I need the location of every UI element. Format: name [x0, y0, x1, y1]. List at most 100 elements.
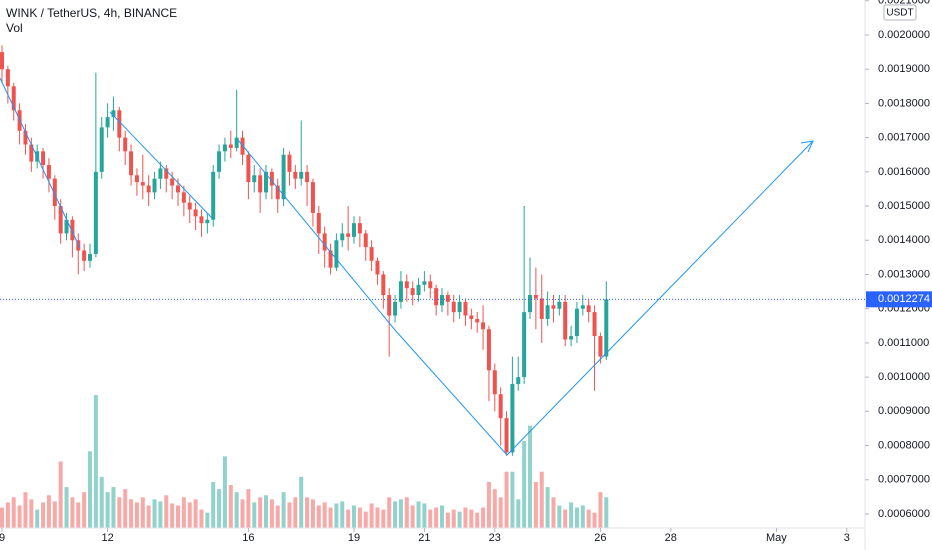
candle-body — [475, 318, 480, 323]
volume-bar — [574, 507, 579, 528]
volume-bar — [64, 487, 69, 528]
trend-drawings — [0, 77, 814, 456]
volume-bar — [457, 511, 462, 528]
volume-bar — [492, 489, 497, 528]
volume-bar — [481, 507, 486, 528]
volume-bar — [598, 492, 603, 528]
candle-body — [334, 240, 339, 268]
y-tick-label: 0.0006000 — [878, 508, 930, 520]
volume-bar — [310, 499, 315, 528]
candle-body — [152, 178, 157, 193]
volume-bar — [46, 495, 51, 528]
y-tick-label: 0.0015000 — [878, 200, 930, 212]
volume-bar — [99, 476, 104, 528]
currency-box[interactable] — [883, 4, 917, 21]
volume-bar — [604, 497, 609, 528]
candle-body — [281, 154, 286, 200]
candle-body — [586, 305, 591, 313]
candle-body — [340, 233, 345, 241]
candle-body — [117, 110, 122, 138]
candle-body — [492, 370, 497, 395]
volume-bar — [440, 505, 445, 528]
volume-bar — [346, 509, 351, 528]
volume-bar — [82, 492, 87, 528]
candle-body — [246, 154, 251, 183]
candle-body — [469, 315, 474, 319]
volume-bar — [498, 497, 503, 528]
volume-bar — [252, 502, 257, 528]
candle-body — [181, 192, 186, 203]
volume-bar — [352, 505, 357, 528]
candle-body — [29, 144, 34, 162]
volume-bar — [87, 451, 92, 528]
x-tick-label: 26 — [594, 532, 606, 544]
x-tick-label: 16 — [242, 532, 254, 544]
y-tick-label: 0.0013000 — [878, 268, 930, 280]
volume-bar — [246, 489, 251, 528]
candle-body — [252, 175, 257, 183]
volume-bar — [398, 499, 403, 528]
volume-bar — [328, 507, 333, 528]
candle-body — [217, 151, 222, 172]
candle-body — [428, 281, 433, 289]
candle-body — [305, 171, 310, 183]
candle-body — [99, 127, 104, 172]
volume-bar — [158, 501, 163, 528]
candle-body — [398, 281, 403, 302]
candle-body — [52, 178, 57, 207]
volume-bar — [129, 499, 134, 528]
volume-bar — [387, 497, 392, 528]
volume-bar — [563, 509, 568, 528]
candle-body — [287, 154, 292, 172]
x-tick-label: 23 — [489, 532, 501, 544]
candle-body — [275, 185, 280, 200]
volume-bar — [557, 505, 562, 528]
candle-body — [140, 182, 145, 186]
volume-bar — [469, 509, 474, 528]
last-price-label: 0.0012274 — [878, 293, 930, 305]
candle-body — [598, 336, 603, 357]
volume-bar — [445, 512, 450, 528]
volume-bar — [451, 509, 456, 528]
y-tick-label: 0.0021000 — [878, 0, 930, 7]
candle-body — [574, 308, 579, 337]
y-tick-label: 0.0011000 — [878, 337, 929, 349]
candle-body — [123, 137, 128, 152]
candle-body — [533, 295, 538, 299]
candle-body — [111, 110, 116, 118]
candle-body — [363, 233, 368, 248]
candle-body — [375, 260, 380, 275]
candle-body — [258, 175, 263, 193]
candle-body — [328, 250, 333, 268]
volume-bar — [228, 485, 233, 528]
volume-bar — [187, 502, 192, 528]
volume-bar — [0, 507, 4, 528]
volume-bar — [111, 487, 116, 528]
volume-bar — [240, 499, 245, 528]
volume-bar — [205, 512, 210, 528]
candle-body — [46, 165, 51, 179]
volume-bar — [416, 501, 421, 528]
volume-bar — [533, 481, 538, 528]
candle-body — [404, 281, 409, 289]
volume-bar — [340, 501, 345, 528]
candle-body — [557, 301, 562, 309]
volume-bar — [93, 395, 98, 528]
candle-body — [5, 69, 10, 87]
candle-body — [498, 394, 503, 419]
candle-body — [604, 299, 609, 357]
candle-body — [440, 295, 445, 306]
candle-body — [0, 52, 4, 70]
volume-bar — [486, 481, 491, 528]
volume-bar — [11, 497, 16, 528]
x-tick-label: 19 — [348, 532, 360, 544]
candle-body — [569, 336, 574, 340]
volume-bar — [170, 503, 175, 528]
candle-body — [146, 185, 151, 193]
last-price-box — [866, 291, 932, 308]
volume-bar — [193, 499, 198, 528]
candle-body — [11, 86, 16, 111]
candle-body — [592, 312, 597, 337]
volume-bar — [504, 471, 509, 528]
candle-body — [486, 329, 491, 371]
